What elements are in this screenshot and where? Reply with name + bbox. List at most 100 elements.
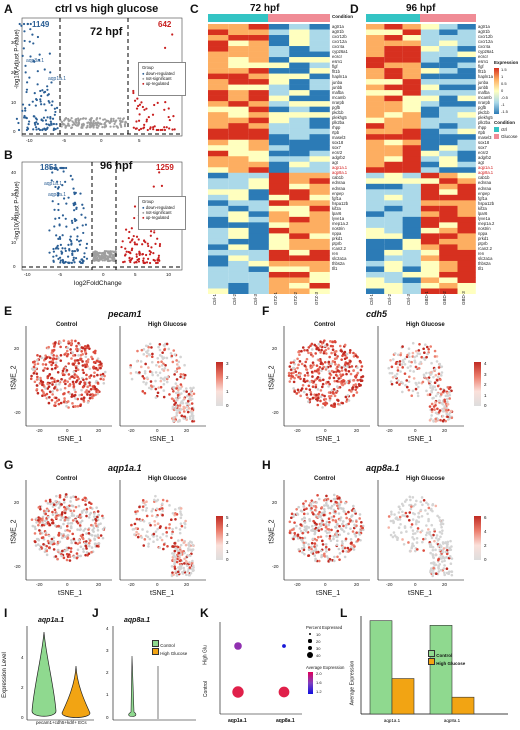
hg-cell [161, 377, 165, 381]
down-point [35, 128, 38, 131]
control-cell [313, 508, 317, 512]
control-cell [30, 367, 34, 371]
control-cell [99, 366, 102, 370]
tsne-xtick-g: 0 [66, 582, 69, 587]
control-cell [57, 506, 61, 510]
control-cell [358, 384, 361, 388]
legend-ns: not-significant [145, 76, 172, 81]
control-cell [44, 533, 48, 537]
heatmap-cell [289, 227, 310, 234]
down-point [49, 166, 52, 170]
hg-cell [178, 396, 181, 399]
hg-cell [173, 373, 176, 376]
control-cell [352, 384, 356, 387]
sample-label: GTZ-2 [293, 292, 299, 305]
control-cell [88, 539, 92, 542]
heatmap-cell [248, 238, 269, 245]
hg-cell [427, 528, 430, 531]
tsne-xlabel-left-e: tSNE_1 [58, 436, 83, 443]
hg-cell [162, 389, 166, 392]
hg-cell [178, 528, 182, 531]
control-cell [360, 521, 363, 524]
ns-point [92, 119, 95, 123]
gene-label: mafba [332, 89, 344, 95]
heatmap-cell [420, 51, 440, 58]
heatmap-cell [384, 222, 403, 229]
hg-cell [171, 527, 174, 531]
hg-cell [186, 570, 190, 573]
control-cell [329, 507, 333, 510]
hg-cell [173, 560, 176, 563]
hg-cell [183, 551, 186, 555]
up-count-96: 1259 [156, 163, 174, 172]
control-cell [289, 368, 293, 371]
control-cell [323, 504, 326, 507]
hg-cell [417, 349, 421, 352]
control-cell [328, 372, 332, 375]
down-point [61, 234, 64, 237]
ns-point [119, 121, 122, 124]
control-cell [347, 510, 350, 514]
hg-cell [392, 531, 396, 534]
hg-cell [188, 544, 191, 548]
condition-bar-glu-c [268, 14, 330, 22]
hg-cell [438, 362, 442, 366]
heatmap-cell [384, 161, 403, 168]
control-cell [345, 352, 349, 356]
hg-cell [429, 345, 433, 348]
control-cell [298, 360, 302, 363]
heatmap-cell [439, 244, 458, 251]
control-cell [63, 501, 66, 504]
hg-cell [134, 527, 138, 530]
control-cell [336, 497, 339, 500]
heatmap-cell [248, 194, 269, 201]
heatmap-cell [309, 260, 330, 267]
control-cell [44, 512, 48, 516]
control-cell [307, 548, 311, 552]
heatmap-cell [439, 90, 458, 96]
heatmap-cell [366, 249, 385, 256]
tsne-ytick-h: -20 [272, 564, 279, 569]
ns-point [94, 121, 97, 124]
hg-cell [176, 393, 180, 397]
hg-cell [130, 523, 133, 527]
control-cell [339, 518, 342, 522]
heatmap-cell [384, 29, 403, 36]
hg-cell [176, 384, 179, 388]
heatmap-cell [384, 271, 403, 278]
hg-cell [397, 505, 401, 509]
heatmap-cell [268, 200, 290, 207]
down-point [28, 40, 31, 43]
down-point [28, 103, 31, 106]
gene-label: junba [478, 79, 489, 85]
hg-cell [434, 553, 438, 557]
heatmap-cell [457, 178, 476, 185]
down-point [85, 257, 89, 260]
heatmap-cell [384, 84, 403, 91]
condition-swatch-glu [494, 134, 499, 139]
heatmap-cell [228, 178, 249, 185]
heatmap-cell [268, 216, 290, 223]
hg-cell [429, 570, 432, 574]
heatmap-cell [228, 167, 249, 174]
heatmap-cell [309, 266, 330, 273]
control-cell [328, 534, 332, 538]
heatmap-cell [309, 106, 330, 113]
heatmap-cell [420, 106, 440, 113]
control-cell [334, 526, 338, 529]
control-cell [52, 503, 56, 506]
control-cell [67, 340, 70, 343]
hg-cell [191, 416, 195, 420]
down-point [34, 123, 37, 126]
down-point [52, 247, 55, 251]
gene-label: hspa12b [332, 200, 349, 206]
control-cell [71, 519, 75, 522]
heatmap-cell [384, 288, 403, 294]
hg-cell [156, 360, 160, 364]
heatmap-cell [457, 266, 476, 273]
down-point [44, 119, 48, 122]
down-point [57, 237, 60, 240]
heatmap-cell [402, 222, 421, 229]
control-cell [63, 518, 67, 522]
control-cell [80, 397, 83, 401]
